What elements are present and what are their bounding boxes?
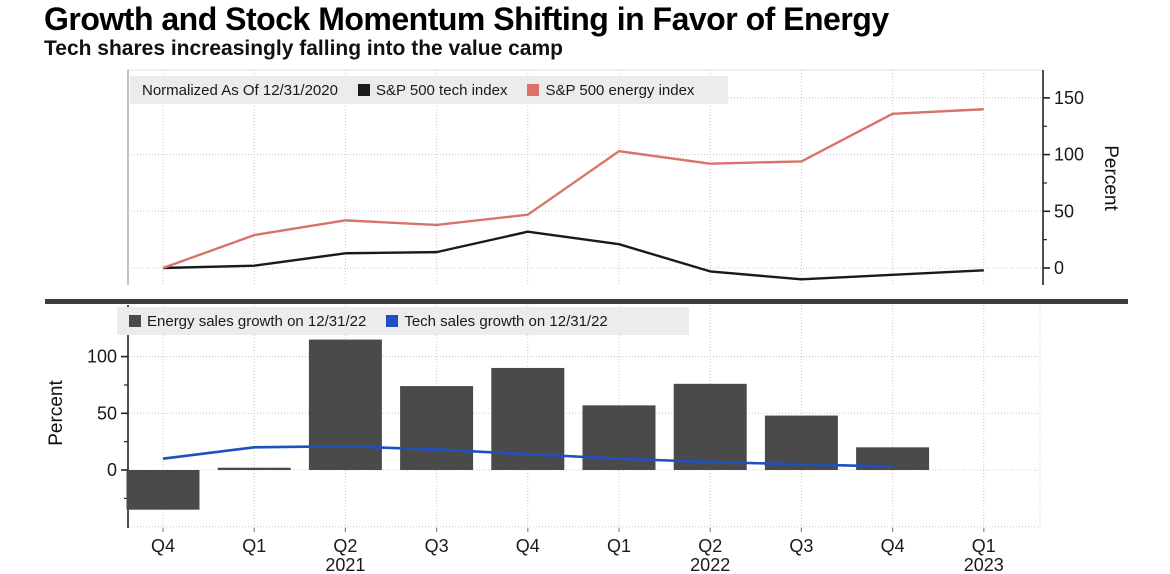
bottom-y-axis-title: Percent: [46, 380, 67, 446]
x-tick-label: Q1: [972, 536, 996, 556]
legend-item-energy-index: S&P 500 energy index: [527, 82, 694, 99]
energy-sales-swatch-icon: [129, 315, 141, 327]
top-y-tick-label: 50: [1054, 201, 1074, 221]
energy-sales-bar: [308, 339, 382, 470]
legend-label-energy-sales: Energy sales growth on 12/31/22: [147, 312, 367, 330]
energy-sales-bar: [764, 415, 838, 470]
x-tick-label: Q4: [151, 536, 175, 556]
x-tick-label: Q1: [607, 536, 631, 556]
top-legend: Normalized As Of 12/31/2020 S&P 500 tech…: [130, 76, 728, 104]
energy-index-line: [162, 108, 984, 270]
bottom-legend: Energy sales growth on 12/31/22 Tech sal…: [117, 307, 689, 335]
legend-item-tech-index: S&P 500 tech index: [357, 81, 508, 99]
x-tick-label: Q1: [242, 536, 266, 556]
x-tick-label: Q4: [881, 536, 905, 556]
x-tick-label: Q3: [425, 536, 449, 556]
energy-sales-bar: [126, 470, 200, 510]
tech-sales-swatch-icon: [386, 315, 399, 327]
year-label: 2021: [325, 555, 365, 574]
legend-note: Normalized As Of 12/31/2020: [142, 81, 338, 99]
x-tick-label: Q4: [516, 536, 540, 556]
year-label: 2023: [964, 555, 1004, 574]
top-y-tick-label: 0: [1054, 258, 1064, 278]
legend-label-tech-index: S&P 500 tech index: [375, 81, 508, 99]
chart-subtitle: Tech shares increasingly falling into th…: [44, 37, 563, 60]
energy-sales-bar: [217, 467, 291, 470]
energy-sales-bar: [400, 386, 474, 470]
legend-label-tech-sales: Tech sales growth on 12/31/22: [404, 312, 608, 330]
energy-sales-bar: [856, 447, 930, 470]
energy-index-swatch-icon: [527, 84, 540, 96]
energy-sales-bar: [673, 383, 747, 470]
bottom-y-tick-label: 50: [97, 403, 117, 423]
chart-title: Growth and Stock Momentum Shifting in Fa…: [44, 1, 889, 37]
legend-item-energy-sales: Energy sales growth on 12/31/22: [129, 313, 366, 330]
legend-label-energy-index: S&P 500 energy index: [545, 81, 695, 99]
bottom-y-tick-label: 100: [87, 347, 117, 367]
top-y-tick-label: 150: [1054, 88, 1084, 108]
panel-divider: [45, 299, 1128, 304]
top-y-axis-title: Percent: [1100, 145, 1121, 211]
year-label: 2022: [690, 555, 730, 574]
tech-sales-line: [162, 444, 893, 468]
legend-item-tech-sales: Tech sales growth on 12/31/22: [386, 312, 608, 330]
x-tick-label: Q2: [333, 536, 357, 556]
bottom-y-tick-label: 0: [107, 460, 117, 480]
tech-index-line: [162, 230, 984, 281]
top-y-tick-label: 100: [1054, 145, 1084, 165]
tech-index-swatch-icon: [357, 84, 370, 96]
x-tick-label: Q2: [698, 536, 722, 556]
x-tick-label: Q3: [789, 536, 813, 556]
